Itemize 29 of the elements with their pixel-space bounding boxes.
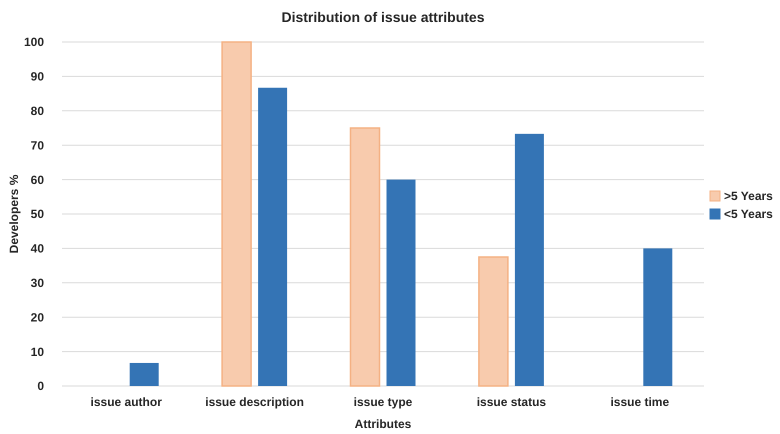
y-tick-label: 50 [30,207,44,222]
x-tick-label: issue time [610,395,670,409]
bar [386,180,416,386]
legend-label: >5 Years [724,189,774,204]
x-axis-title: Attributes [354,417,412,431]
x-tick-label: issue author [90,395,162,409]
y-axis-title: Developers % [7,174,21,254]
y-tick-label: 10 [30,344,44,359]
y-tick-label: 60 [30,172,44,187]
y-tick-label: 70 [30,138,44,152]
bar [643,248,672,386]
y-tick-label: 100 [24,35,44,50]
bar [478,256,509,387]
bar [350,127,380,387]
y-tick-label: 80 [30,104,44,118]
x-tick-label: issue status [476,395,546,409]
y-tick-label: 40 [30,242,44,256]
legend-label: <5 Years [724,207,774,222]
bar [514,134,544,386]
y-tick-label: 0 [37,379,44,394]
y-tick-label: 90 [30,70,44,84]
bar [221,41,252,387]
x-tick-label: issue description [205,395,304,409]
chart-title: Distribution of issue attributes [281,9,485,25]
y-tick-label: 20 [30,310,44,324]
y-tick-label: 30 [30,276,44,290]
bar [258,88,288,386]
x-tick-label: issue type [354,395,413,409]
bar [130,362,159,386]
